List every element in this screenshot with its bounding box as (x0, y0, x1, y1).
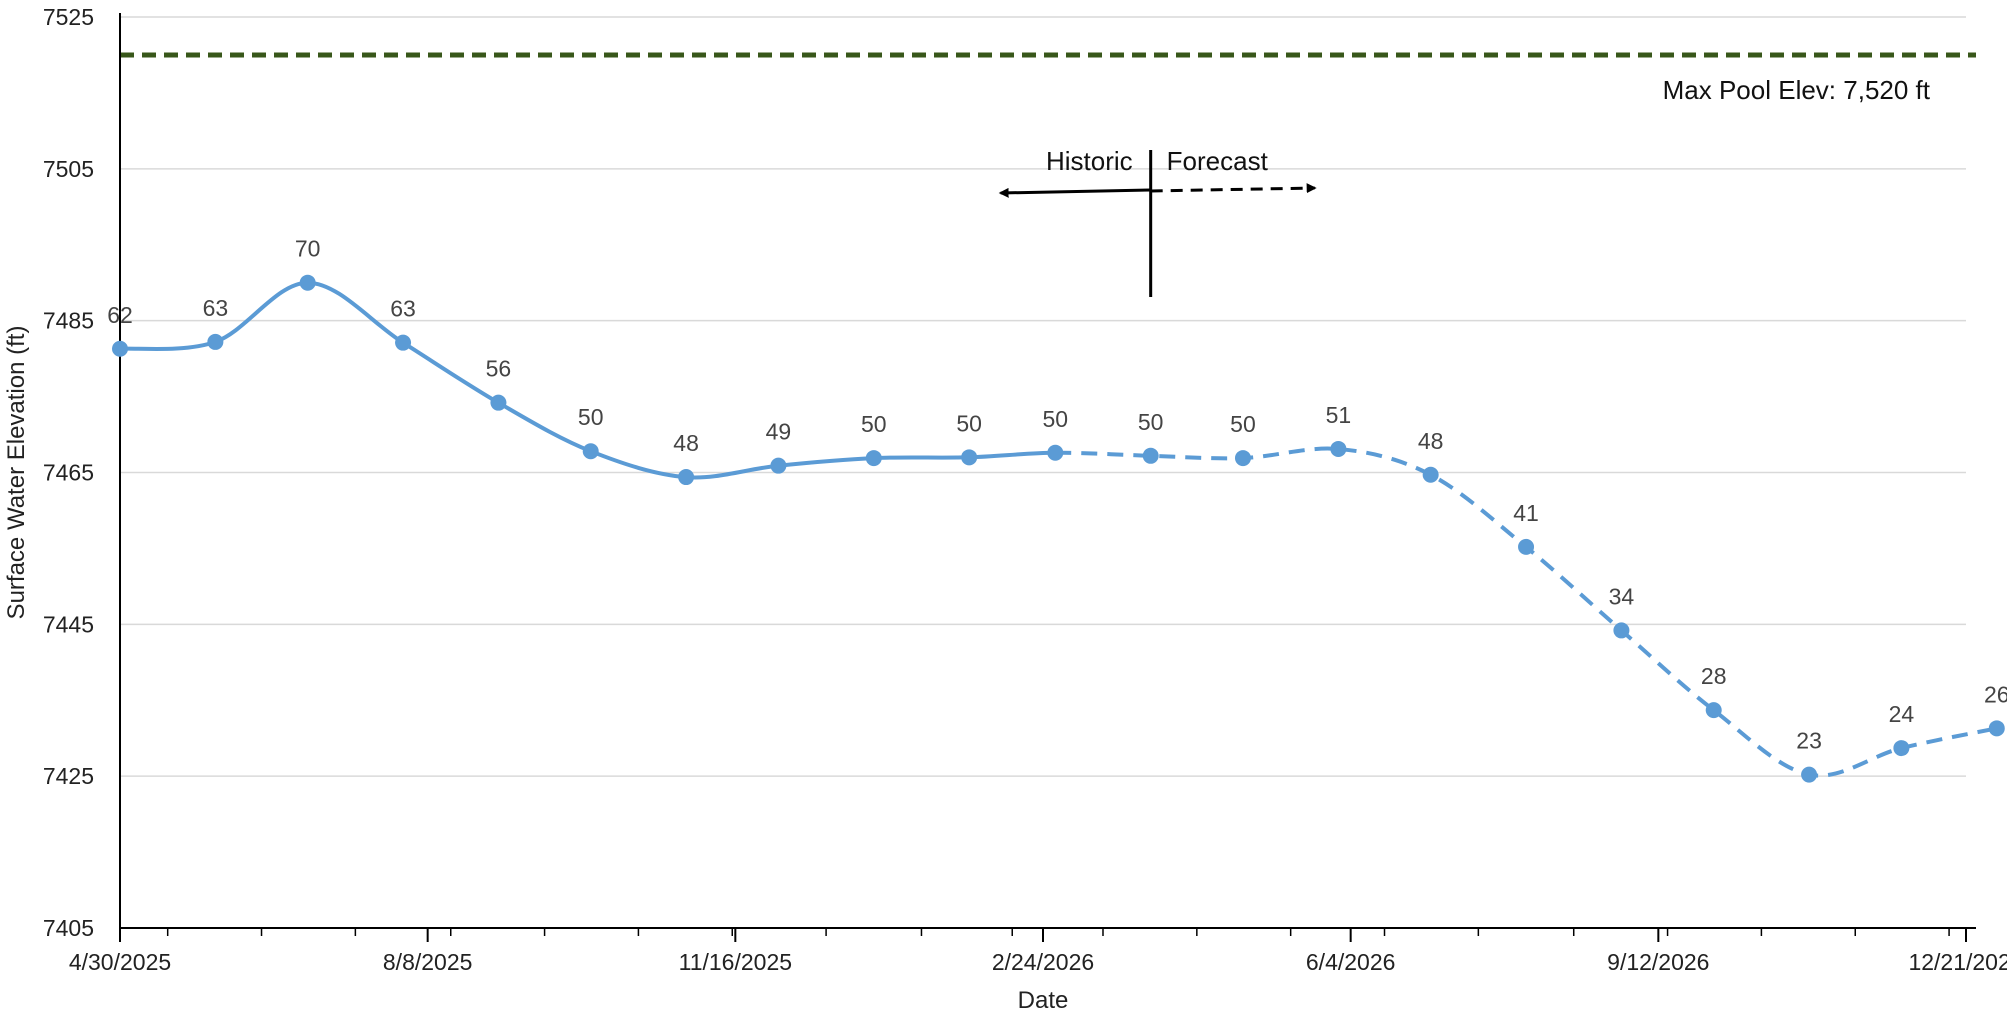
data-point (207, 333, 224, 350)
data-label: 63 (203, 295, 229, 321)
historic-forecast-annotation: Historic Forecast (998, 146, 1317, 297)
y-tick-label: 7465 (43, 460, 94, 486)
data-label: 48 (1418, 428, 1444, 454)
data-label: 70 (295, 236, 321, 262)
x-tick-label: 8/8/2025 (383, 949, 473, 975)
data-point (961, 449, 978, 466)
data-label: 62 (107, 302, 133, 328)
data-points (112, 274, 2005, 783)
data-point (1801, 766, 1818, 783)
x-tick-label: 4/30/2025 (69, 949, 171, 975)
data-point (770, 457, 787, 474)
x-minor-ticks (119, 928, 1967, 942)
data-point (1988, 720, 2005, 737)
data-point (112, 340, 128, 357)
x-tick-label: 2/24/2026 (992, 949, 1094, 975)
x-tick-label: 12/21/2026 (1908, 949, 2007, 975)
data-label: 41 (1513, 500, 1539, 526)
data-point (1705, 702, 1722, 719)
forecast-line (1055, 446, 1998, 778)
data-point (1142, 447, 1159, 464)
x-axis-title: Date (1018, 987, 1069, 1014)
data-point (865, 450, 882, 467)
forecast-label: Forecast (1167, 146, 1269, 176)
historic-line (119, 280, 1056, 480)
data-label: 50 (578, 404, 604, 430)
data-point (1613, 622, 1630, 639)
data-label: 34 (1609, 583, 1635, 609)
elevation-series (119, 280, 1998, 778)
historic-arrow (998, 187, 1151, 198)
data-label: 28 (1701, 663, 1727, 689)
y-axis-title: Surface Water Elevation (ft) (3, 326, 30, 620)
historic-label: Historic (1046, 146, 1133, 176)
data-point (1330, 440, 1347, 457)
y-tick-label: 7505 (43, 156, 94, 182)
data-point (490, 394, 507, 411)
x-tick-labels: 4/30/2025 8/8/2025 11/16/2025 2/24/2026 6/4/… (69, 949, 2007, 975)
y-tick-label: 7405 (43, 915, 94, 941)
data-point (299, 274, 316, 291)
data-label: 26 (1984, 681, 2007, 707)
data-label: 56 (486, 356, 512, 382)
forecast-arrow (1150, 183, 1317, 194)
x-tick-label: 6/4/2026 (1306, 949, 1396, 975)
data-label: 50 (1230, 411, 1256, 437)
data-label: 48 (673, 430, 699, 456)
data-label: 51 (1326, 402, 1352, 428)
y-tick-label: 7525 (43, 4, 94, 30)
data-point (582, 443, 599, 460)
data-label: 49 (766, 419, 792, 445)
x-tick-label: 9/12/2026 (1607, 949, 1709, 975)
axes (119, 13, 1976, 929)
data-label: 24 (1889, 701, 1915, 727)
data-point (1047, 444, 1064, 461)
data-label: 63 (390, 296, 416, 322)
data-labels: 62 63 70 63 56 50 48 49 50 50 50 50 50 51 48 41 34 28 23 24… (107, 236, 2007, 754)
data-point (1518, 538, 1535, 555)
data-point (1234, 450, 1251, 467)
data-point (678, 469, 695, 486)
data-point (1422, 466, 1439, 483)
data-label: 50 (861, 411, 887, 437)
y-tick-label: 7445 (43, 611, 94, 637)
gridlines (120, 16, 1966, 777)
data-point (1893, 740, 1910, 757)
data-label: 23 (1796, 728, 1822, 754)
max-pool-label: Max Pool Elev: 7,520 ft (1663, 75, 1931, 105)
max-pool-reference: Max Pool Elev: 7,520 ft (120, 52, 1976, 105)
y-tick-label: 7425 (43, 763, 94, 789)
y-tick-label: 7485 (43, 308, 94, 334)
data-label: 50 (956, 410, 982, 436)
data-label: 50 (1043, 406, 1069, 432)
data-label: 50 (1138, 409, 1164, 435)
y-tick-labels: 7405 7425 7445 7465 7485 7505 7525 (43, 4, 94, 941)
x-tick-label: 11/16/2025 (679, 949, 792, 975)
data-point (395, 334, 412, 351)
